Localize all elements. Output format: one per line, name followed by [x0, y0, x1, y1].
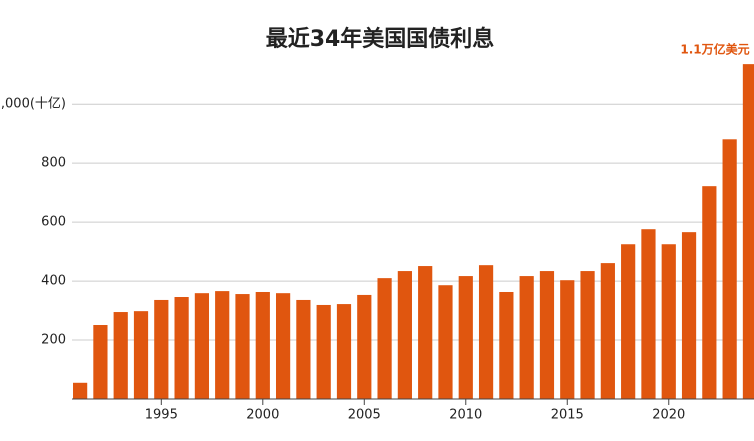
bar: [377, 278, 392, 399]
bar: [458, 276, 473, 399]
bar: [499, 291, 514, 399]
bar: [438, 285, 453, 399]
bar: [661, 244, 676, 399]
bar: [275, 293, 291, 399]
bar: [641, 229, 656, 399]
bar: [681, 232, 697, 399]
x-tick-label: 2005: [348, 408, 381, 423]
bar: [539, 271, 555, 399]
y-tick-label: 800: [41, 156, 66, 171]
x-tick-label: 2000: [246, 408, 279, 423]
bar: [215, 291, 230, 399]
bar: [418, 266, 433, 399]
x-tick-label: 1995: [145, 408, 178, 423]
bar: [560, 280, 575, 399]
bar: [296, 299, 311, 399]
bar: [255, 291, 270, 399]
bar: [519, 276, 534, 399]
bar: [722, 139, 737, 400]
bar: [133, 311, 149, 399]
bar: [93, 325, 108, 399]
y-tick-label: 400: [41, 274, 66, 289]
bar: [194, 293, 210, 399]
bar: [742, 64, 754, 399]
bar: [600, 263, 615, 399]
x-tick-label: 2020: [652, 408, 685, 423]
bar: [316, 304, 331, 399]
bar: [174, 297, 189, 399]
bar: [357, 294, 372, 399]
bar: [478, 265, 494, 399]
bar: [336, 304, 352, 399]
bar: [113, 312, 128, 399]
x-tick-label: 2015: [551, 408, 584, 423]
bar: [73, 382, 88, 399]
bar: [154, 299, 169, 399]
bar: [702, 186, 717, 399]
chart-title: 最近34年美国国债利息: [266, 26, 495, 52]
y-tick-label: 200: [41, 333, 66, 348]
bar: [621, 244, 636, 399]
y-tick-label: $1,000(十亿): [0, 97, 66, 112]
y-tick-label: 600: [41, 215, 66, 230]
bar: [397, 271, 412, 399]
bar: [580, 271, 595, 399]
bar: [235, 294, 250, 399]
x-tick-label: 2010: [449, 408, 482, 423]
annotation: 1.1万亿美元: [680, 42, 749, 57]
